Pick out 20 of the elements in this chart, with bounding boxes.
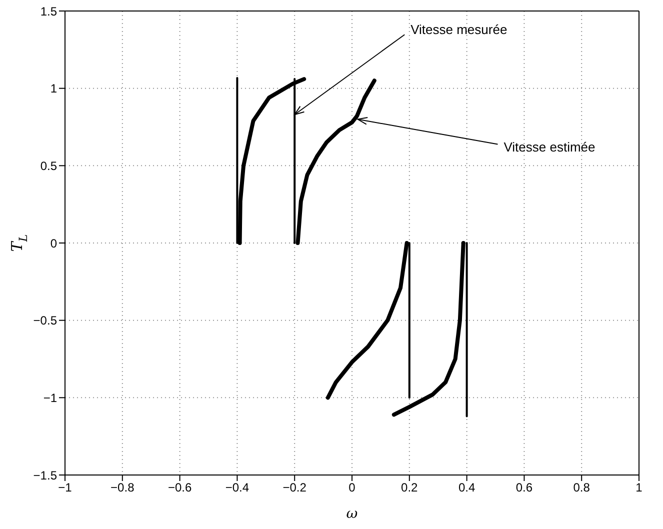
x-tick-label: −0.8 — [110, 480, 135, 495]
annotation: Vitesse mesurée — [410, 22, 508, 38]
x-tick-label: 0 — [348, 480, 356, 495]
x-tick-label: 0.4 — [458, 480, 476, 495]
y-tick-label: 1 — [50, 82, 58, 96]
x-tick-label: 0.8 — [573, 480, 590, 495]
y-tick-label: 0 — [50, 236, 58, 250]
x-tick-label: 1 — [636, 480, 643, 495]
y-tick-label: 0.5 — [40, 158, 58, 173]
x-tick-label: 0.6 — [516, 480, 533, 495]
x-tick-label: 0.2 — [401, 480, 418, 495]
annotation: Vitesse estimée — [504, 140, 596, 155]
x-axis-title: ω — [346, 506, 358, 522]
x-tick-label: −0.6 — [168, 480, 192, 495]
y-tick-label: 1.5 — [40, 4, 58, 18]
x-tick-label: −0.2 — [282, 480, 307, 495]
x-tick-label: −0.4 — [225, 480, 250, 495]
y-tick-label: −1.5 — [33, 468, 58, 482]
y-tick-label: −1 — [43, 390, 58, 405]
y-tick-label: −0.5 — [33, 314, 58, 328]
